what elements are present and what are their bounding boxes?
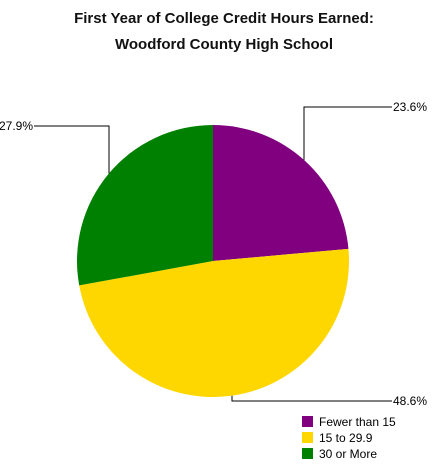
- slice-label-3: 27.9%: [0, 119, 33, 133]
- leader-line-1: [303, 106, 392, 160]
- legend-swatch-3: [302, 448, 313, 459]
- legend-label-1: Fewer than 15: [319, 415, 396, 429]
- pie-slice-1: [213, 125, 349, 261]
- pie-slice-3: [77, 125, 213, 286]
- chart-title-line-2: Woodford County High School: [115, 36, 333, 53]
- legend-swatch-2: [302, 432, 313, 443]
- legend-label-2: 15 to 29.9: [319, 431, 373, 445]
- chart-title: First Year of College Credit Hours Earne…: [74, 10, 374, 53]
- legend-swatch-1: [302, 416, 313, 427]
- slice-leader-lines: 23.6% 48.6% 27.9%: [0, 100, 427, 408]
- legend-label-3: 30 or More: [319, 447, 377, 461]
- pie-slice-2: [79, 248, 350, 398]
- chart-title-line-1: First Year of College Credit Hours Earne…: [74, 10, 374, 27]
- leader-line-2: [231, 395, 392, 402]
- legend: Fewer than 15 15 to 29.9 30 or More: [302, 415, 396, 461]
- leader-line-3: [34, 125, 110, 174]
- slice-label-2: 48.6%: [393, 394, 427, 408]
- pie-slices: [77, 125, 350, 398]
- slice-label-1: 23.6%: [393, 100, 427, 114]
